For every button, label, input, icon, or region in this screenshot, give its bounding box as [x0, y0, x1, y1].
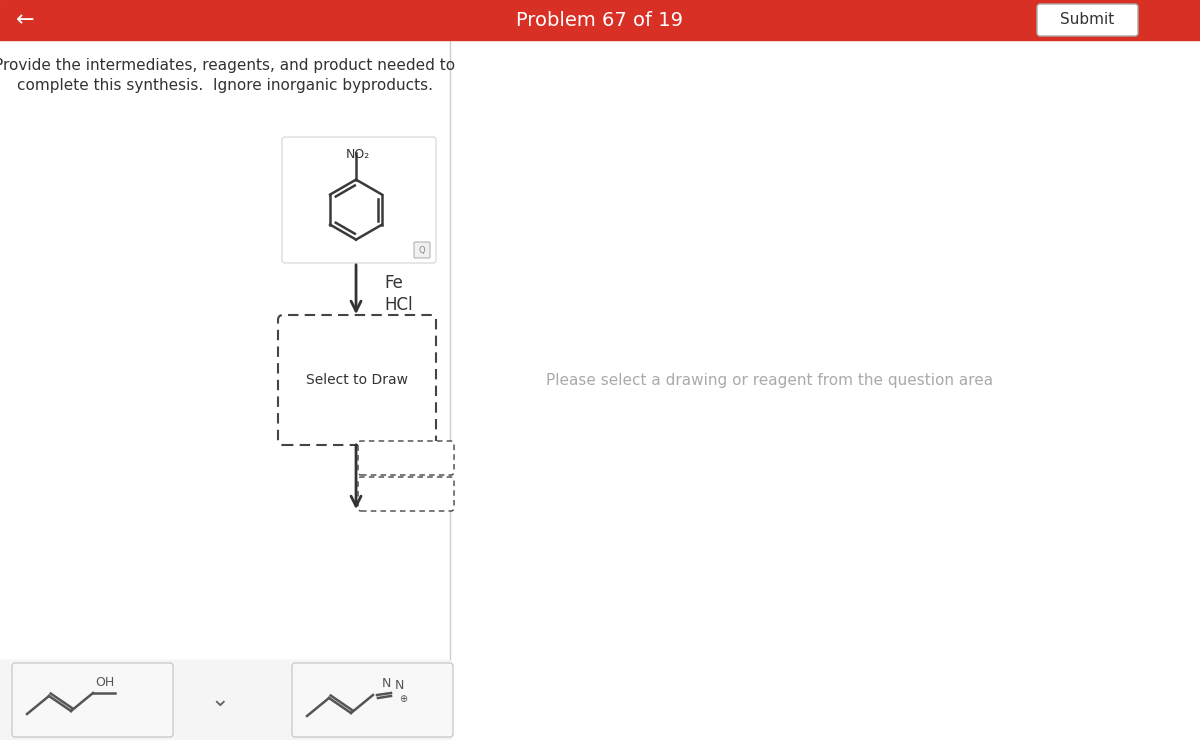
Text: ⊕: ⊕ — [398, 694, 407, 704]
FancyBboxPatch shape — [414, 242, 430, 258]
Text: Q: Q — [419, 246, 425, 255]
FancyBboxPatch shape — [358, 441, 454, 475]
Text: ←: ← — [16, 10, 35, 30]
Text: complete this synthesis.  Ignore inorganic byproducts.: complete this synthesis. Ignore inorgani… — [17, 78, 433, 93]
Text: OH: OH — [95, 676, 114, 689]
Bar — [0, 0, 1200, 40]
Bar — [0, 660, 450, 740]
FancyBboxPatch shape — [1037, 4, 1138, 36]
FancyBboxPatch shape — [12, 663, 173, 737]
Bar — [0, 40, 450, 740]
Text: HCl: HCl — [384, 297, 413, 314]
FancyBboxPatch shape — [278, 315, 436, 445]
Text: Please select a drawing or reagent from the question area: Please select a drawing or reagent from … — [546, 372, 994, 388]
Text: N: N — [395, 679, 404, 692]
Text: ⌄: ⌄ — [211, 690, 229, 710]
FancyBboxPatch shape — [358, 477, 454, 511]
FancyBboxPatch shape — [282, 137, 436, 263]
Text: NO₂: NO₂ — [346, 148, 370, 161]
Text: Problem 67 of 19: Problem 67 of 19 — [516, 10, 684, 30]
Text: Select to Draw: Select to Draw — [306, 373, 408, 387]
FancyBboxPatch shape — [292, 663, 454, 737]
Bar — [450, 40, 1200, 740]
Text: Fe: Fe — [384, 275, 403, 292]
Bar — [0, 660, 450, 740]
Text: N: N — [382, 677, 391, 690]
Text: Provide the intermediates, reagents, and product needed to: Provide the intermediates, reagents, and… — [0, 58, 456, 73]
Text: Submit: Submit — [1060, 13, 1114, 27]
